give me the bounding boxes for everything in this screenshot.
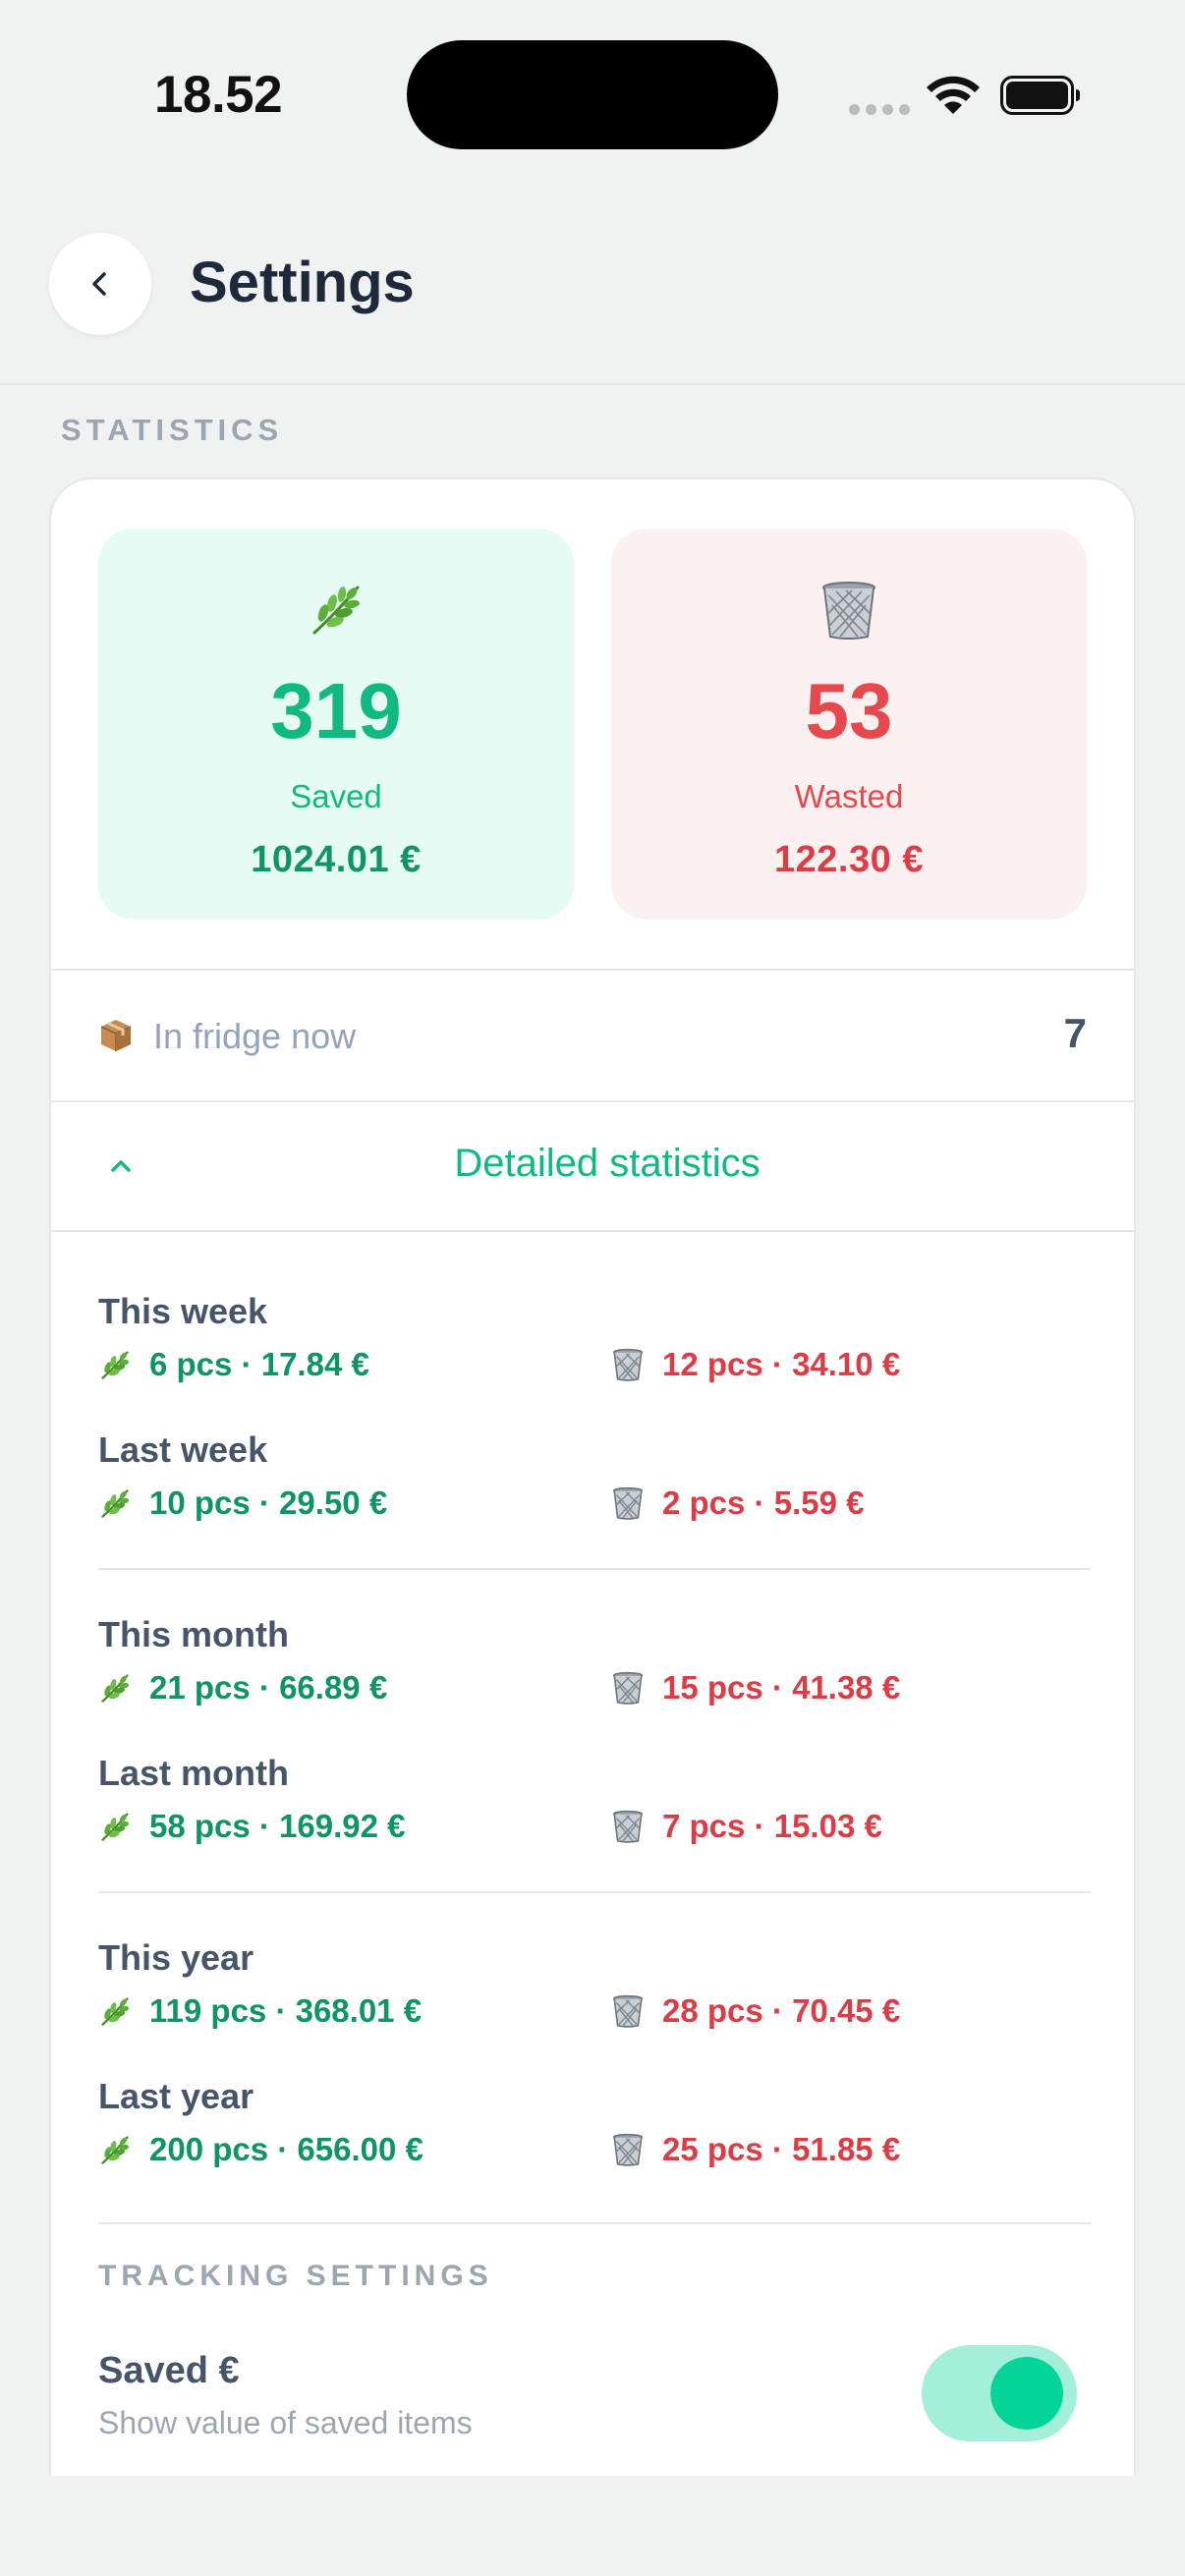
period-saved-value: 10 pcs · 29.50 € <box>149 1484 388 1521</box>
period-title: Last week <box>98 1429 268 1470</box>
period-wasted-value: 15 pcs · 41.38 € <box>662 1669 901 1706</box>
wastebasket-icon <box>611 1994 645 2028</box>
period-saved: 58 pcs · 169.92 € <box>98 1808 406 1845</box>
wastebasket-icon <box>611 1810 645 1843</box>
period-saved: 10 pcs · 29.50 € <box>98 1484 387 1522</box>
wasted-label: Wasted <box>794 778 904 814</box>
toggle-knob <box>990 2357 1063 2430</box>
page-title: Settings <box>190 251 415 314</box>
dynamic-island <box>407 40 778 149</box>
divider <box>51 1100 1134 1102</box>
period-saved: 21 pcs · 66.89 € <box>98 1669 387 1707</box>
herb-icon <box>98 1994 132 2028</box>
saved-setting-subtitle: Show value of saved items <box>98 2405 473 2440</box>
wastebasket-icon <box>611 580 1087 650</box>
wifi-icon <box>927 76 980 114</box>
saved-value: 1024.01 € <box>251 839 422 880</box>
period-saved-value: 21 pcs · 66.89 € <box>149 1669 388 1706</box>
saved-count: 319 <box>270 667 402 755</box>
chevron-left-icon <box>92 272 106 296</box>
period-wasted: 15 pcs · 41.38 € <box>611 1669 900 1707</box>
statistics-section-label: STATISTICS <box>61 413 284 447</box>
period-title: This week <box>98 1291 268 1331</box>
wasted-value: 122.30 € <box>774 839 924 880</box>
saved-label: Saved <box>290 778 382 814</box>
period-wasted-value: 28 pcs · 70.45 € <box>662 1992 901 2029</box>
period-wasted: 12 pcs · 34.10 € <box>611 1346 900 1383</box>
wastebasket-icon <box>611 1671 645 1705</box>
period-saved: 119 pcs · 368.01 € <box>98 1992 422 2030</box>
saved-value-toggle[interactable] <box>922 2345 1077 2441</box>
header: Settings <box>0 187 1185 385</box>
herb-icon <box>98 1348 132 1381</box>
saved-summary-tile: 319 Saved 1024.01 € <box>98 529 574 920</box>
statistics-card: 319 Saved 1024.01 € 53 Wasted 122.30 € I… <box>49 477 1136 2476</box>
package-icon <box>100 1020 132 1051</box>
detailed-statistics-toggle[interactable]: Detailed statistics <box>51 1102 1134 1230</box>
period-saved: 6 pcs · 17.84 € <box>98 1346 369 1383</box>
wasted-summary-tile: 53 Wasted 122.30 € <box>611 529 1087 920</box>
period-wasted: 25 pcs · 51.85 € <box>611 2131 900 2168</box>
wastebasket-icon <box>611 1348 645 1381</box>
cellular-signal-icon <box>849 104 910 115</box>
period-title: This year <box>98 1937 254 1978</box>
period-wasted-value: 25 pcs · 51.85 € <box>662 2131 901 2167</box>
herb-icon <box>98 1486 132 1520</box>
period-wasted-value: 7 pcs · 15.03 € <box>662 1808 882 1844</box>
divider <box>98 1568 1091 1570</box>
period-wasted: 2 pcs · 5.59 € <box>611 1484 864 1522</box>
saved-setting-title: Saved € <box>98 2350 240 2391</box>
period-saved-value: 200 pcs · 656.00 € <box>149 2131 423 2167</box>
chevron-up-icon <box>111 1160 131 1172</box>
divider <box>51 969 1134 971</box>
herb-icon <box>98 1810 132 1843</box>
period-wasted-value: 2 pcs · 5.59 € <box>662 1484 865 1521</box>
herb-icon <box>98 2133 132 2166</box>
detailed-statistics-label: Detailed statistics <box>454 1142 761 1185</box>
herb-icon <box>98 1671 132 1705</box>
divider <box>51 1230 1134 1232</box>
wastebasket-icon <box>611 2133 645 2166</box>
divider <box>98 2222 1091 2224</box>
period-saved-value: 58 pcs · 169.92 € <box>149 1808 406 1844</box>
divider <box>98 1891 1091 1893</box>
period-saved-value: 119 pcs · 368.01 € <box>149 1992 423 2029</box>
period-title: Last month <box>98 1753 289 1793</box>
in-fridge-row: In fridge now 7 <box>51 971 1134 1098</box>
tracking-settings-section-label: TRACKING SETTINGS <box>98 2260 493 2292</box>
period-wasted: 7 pcs · 15.03 € <box>611 1808 882 1845</box>
period-wasted: 28 pcs · 70.45 € <box>611 1992 900 2030</box>
herb-icon <box>98 580 574 648</box>
period-saved: 200 pcs · 656.00 € <box>98 2131 423 2168</box>
period-wasted-value: 12 pcs · 34.10 € <box>662 1346 901 1382</box>
battery-icon <box>1000 76 1080 115</box>
period-title: This month <box>98 1614 289 1654</box>
in-fridge-count: 7 <box>1063 1010 1087 1056</box>
period-title: Last year <box>98 2076 254 2116</box>
status-time: 18.52 <box>154 66 283 124</box>
wasted-count: 53 <box>805 667 893 755</box>
in-fridge-label: In fridge now <box>153 1016 357 1056</box>
wastebasket-icon <box>611 1486 645 1520</box>
status-bar: 18.52 <box>0 0 1185 187</box>
period-saved-value: 6 pcs · 17.84 € <box>149 1346 369 1382</box>
back-button[interactable] <box>49 233 151 335</box>
